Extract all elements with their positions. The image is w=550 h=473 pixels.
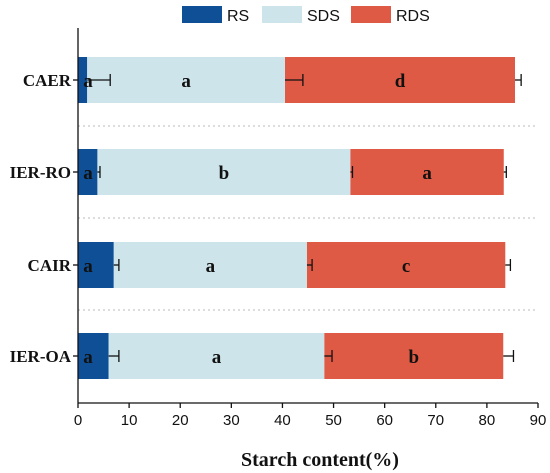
category-label-caer: CAER [23,71,72,90]
legend-label-rs: RS [227,8,249,25]
x-ticks: 0 10 20 30 40 50 60 70 80 90 [74,403,547,429]
bar-rs-cair [78,242,114,288]
legend-swatch-rds [351,6,391,23]
bar-rds-ier-ro [350,149,504,195]
x-tick-label: 30 [223,412,240,429]
bar-sds-ier-oa [108,333,325,379]
bar-rs-ier-ro [78,149,98,195]
category-labels: CAER IER-RO CAIR IER-OA [10,71,72,366]
bars [78,57,515,379]
sig-label-rs-caer: a [83,71,93,92]
sig-label-rds-cair: c [402,256,410,277]
bar-rds-caer [285,57,515,103]
legend-swatch-sds [262,6,302,23]
x-tick-label: 80 [479,412,496,429]
bar-sds-caer [87,57,285,103]
legend-swatch-rs [182,6,222,23]
error-bars [87,74,522,362]
x-tick-label: 0 [74,412,82,429]
bar-rds-cair [306,242,506,288]
sig-label-rs-ier-ro: a [83,163,93,184]
legend: RS SDS RDS [182,6,430,25]
legend-label-rds: RDS [396,8,430,25]
bar-sds-cair [113,242,307,288]
x-axis-title: Starch content(%) [241,449,399,471]
row-separators [78,125,538,311]
x-tick-label: 60 [376,412,393,429]
x-tick-label: 90 [530,412,547,429]
sig-label-sds-ier-oa: a [212,347,222,368]
category-label-ier-oa: IER-OA [10,347,72,366]
sig-label-sds-cair: a [206,256,216,277]
bar-rs-ier-oa [78,333,109,379]
x-tick-label: 50 [325,412,342,429]
legend-label-sds: SDS [307,8,340,25]
bar-rs-caer [78,57,88,103]
sig-label-rs-ier-oa: a [83,347,93,368]
sig-label-sds-ier-ro: b [219,163,230,184]
x-tick-label: 70 [427,412,444,429]
significance-labels: a a d a b a a a c a a b [83,71,432,368]
category-label-ier-ro: IER-RO [10,163,71,182]
bar-sds-ier-ro [97,149,351,195]
sig-label-rds-ier-ro: a [422,163,432,184]
category-label-cair: CAIR [28,256,72,275]
bar-rds-ier-oa [324,333,504,379]
sig-label-rds-caer: d [395,71,406,92]
axes [73,28,538,404]
x-tick-label: 20 [172,412,189,429]
sig-label-rds-ier-oa: b [409,347,420,368]
sig-label-rs-cair: a [83,256,93,277]
x-tick-label: 40 [274,412,291,429]
x-tick-label: 10 [121,412,138,429]
sig-label-sds-caer: a [181,71,191,92]
